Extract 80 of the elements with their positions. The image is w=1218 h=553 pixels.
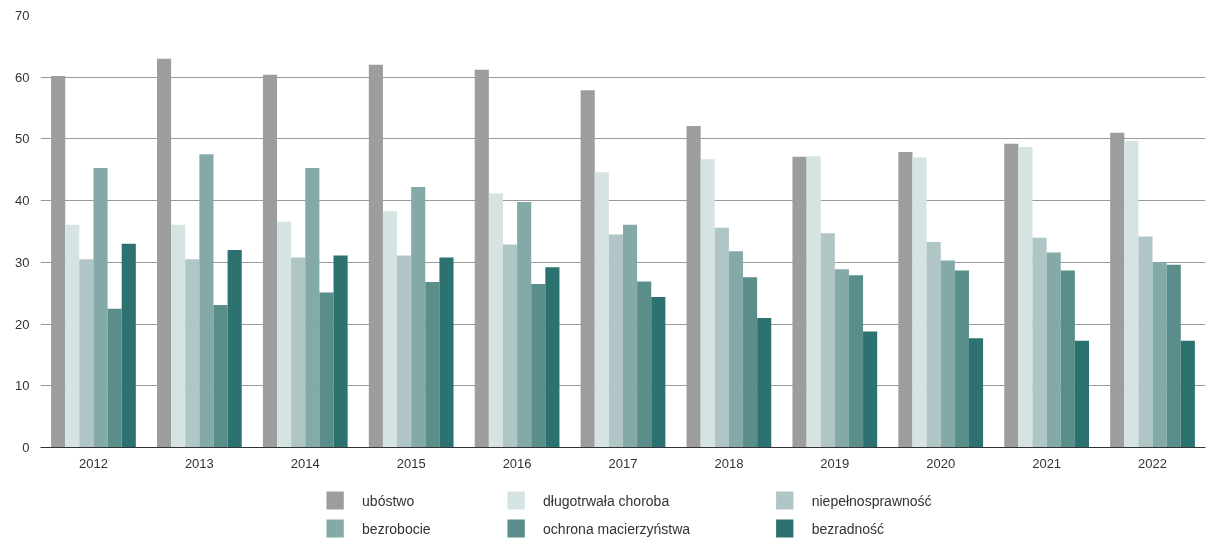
bar bbox=[1124, 140, 1139, 448]
bar bbox=[968, 338, 984, 448]
bar bbox=[227, 250, 242, 448]
bar bbox=[213, 304, 228, 448]
x-tick-label: 2022 bbox=[1138, 455, 1168, 471]
bar bbox=[1060, 270, 1075, 448]
bar bbox=[545, 267, 560, 448]
bar bbox=[79, 259, 94, 448]
x-tick-label: 2021 bbox=[1032, 455, 1062, 471]
bar bbox=[820, 233, 835, 448]
bar bbox=[954, 270, 969, 448]
bar bbox=[291, 257, 306, 448]
bar bbox=[714, 227, 729, 448]
legend-label: bezrobocie bbox=[362, 520, 431, 537]
y-tick-label: 30 bbox=[15, 254, 30, 270]
bar bbox=[926, 241, 941, 448]
bar bbox=[502, 244, 518, 448]
bar bbox=[623, 224, 638, 448]
bar bbox=[1018, 146, 1033, 448]
bar bbox=[1138, 236, 1153, 448]
x-tick-label: 2016 bbox=[502, 455, 532, 471]
bar bbox=[65, 224, 80, 448]
bar bbox=[757, 317, 772, 448]
x-tick-label: 2013 bbox=[184, 455, 214, 471]
bar bbox=[93, 167, 108, 448]
legend-label: niepełnosprawność bbox=[811, 492, 932, 509]
legend-label: ubóstwo bbox=[362, 492, 415, 509]
bar bbox=[333, 255, 348, 448]
bar bbox=[425, 282, 440, 448]
x-tick-label: 2017 bbox=[608, 455, 638, 471]
bar bbox=[848, 275, 864, 448]
x-tick-label: 2012 bbox=[78, 455, 108, 471]
bar bbox=[608, 234, 623, 448]
bar bbox=[531, 283, 546, 448]
x-tick-label: 2019 bbox=[820, 455, 850, 471]
bar bbox=[743, 277, 758, 448]
x-tick-label: 2014 bbox=[290, 455, 320, 471]
bar bbox=[637, 281, 652, 448]
bar bbox=[940, 260, 955, 448]
bar bbox=[651, 296, 666, 448]
bar bbox=[594, 172, 609, 448]
bar bbox=[1032, 237, 1047, 448]
y-tick-label: 20 bbox=[15, 316, 30, 332]
bar bbox=[305, 167, 320, 448]
x-tick-label: 2018 bbox=[714, 455, 744, 471]
bar bbox=[185, 259, 200, 448]
bar bbox=[397, 255, 412, 448]
y-tick-label: 0 bbox=[22, 440, 30, 455]
bar bbox=[1046, 252, 1061, 448]
bar bbox=[439, 257, 454, 448]
bar bbox=[912, 157, 927, 448]
bar bbox=[277, 221, 292, 448]
bar bbox=[488, 193, 503, 448]
bar bbox=[834, 269, 849, 448]
bar bbox=[1074, 340, 1089, 448]
bar bbox=[199, 154, 214, 448]
bar bbox=[728, 251, 744, 448]
legend-label: długotrwała choroba bbox=[543, 492, 670, 509]
x-tick-label: 2015 bbox=[396, 455, 426, 471]
y-tick-label: 60 bbox=[15, 69, 30, 85]
y-tick-label: 50 bbox=[15, 131, 30, 147]
bar bbox=[806, 156, 821, 448]
bar bbox=[1166, 264, 1181, 448]
bar bbox=[1152, 262, 1167, 448]
bar bbox=[382, 211, 398, 448]
bar bbox=[319, 292, 334, 448]
x-tick-label: 2020 bbox=[926, 455, 956, 471]
bar bbox=[107, 308, 122, 448]
y-tick-label: 10 bbox=[15, 378, 30, 394]
bar bbox=[700, 159, 715, 448]
bar bbox=[863, 331, 878, 448]
bar bbox=[517, 201, 532, 448]
bar bbox=[1180, 340, 1195, 448]
legend-label: ochrona macierzyństwa bbox=[543, 520, 691, 537]
y-tick-label: 70 bbox=[15, 8, 30, 23]
bar bbox=[411, 187, 426, 448]
legend-label: bezradność bbox=[811, 520, 885, 537]
bar bbox=[121, 243, 136, 448]
y-tick-label: 40 bbox=[15, 193, 30, 209]
bar bbox=[171, 224, 186, 448]
